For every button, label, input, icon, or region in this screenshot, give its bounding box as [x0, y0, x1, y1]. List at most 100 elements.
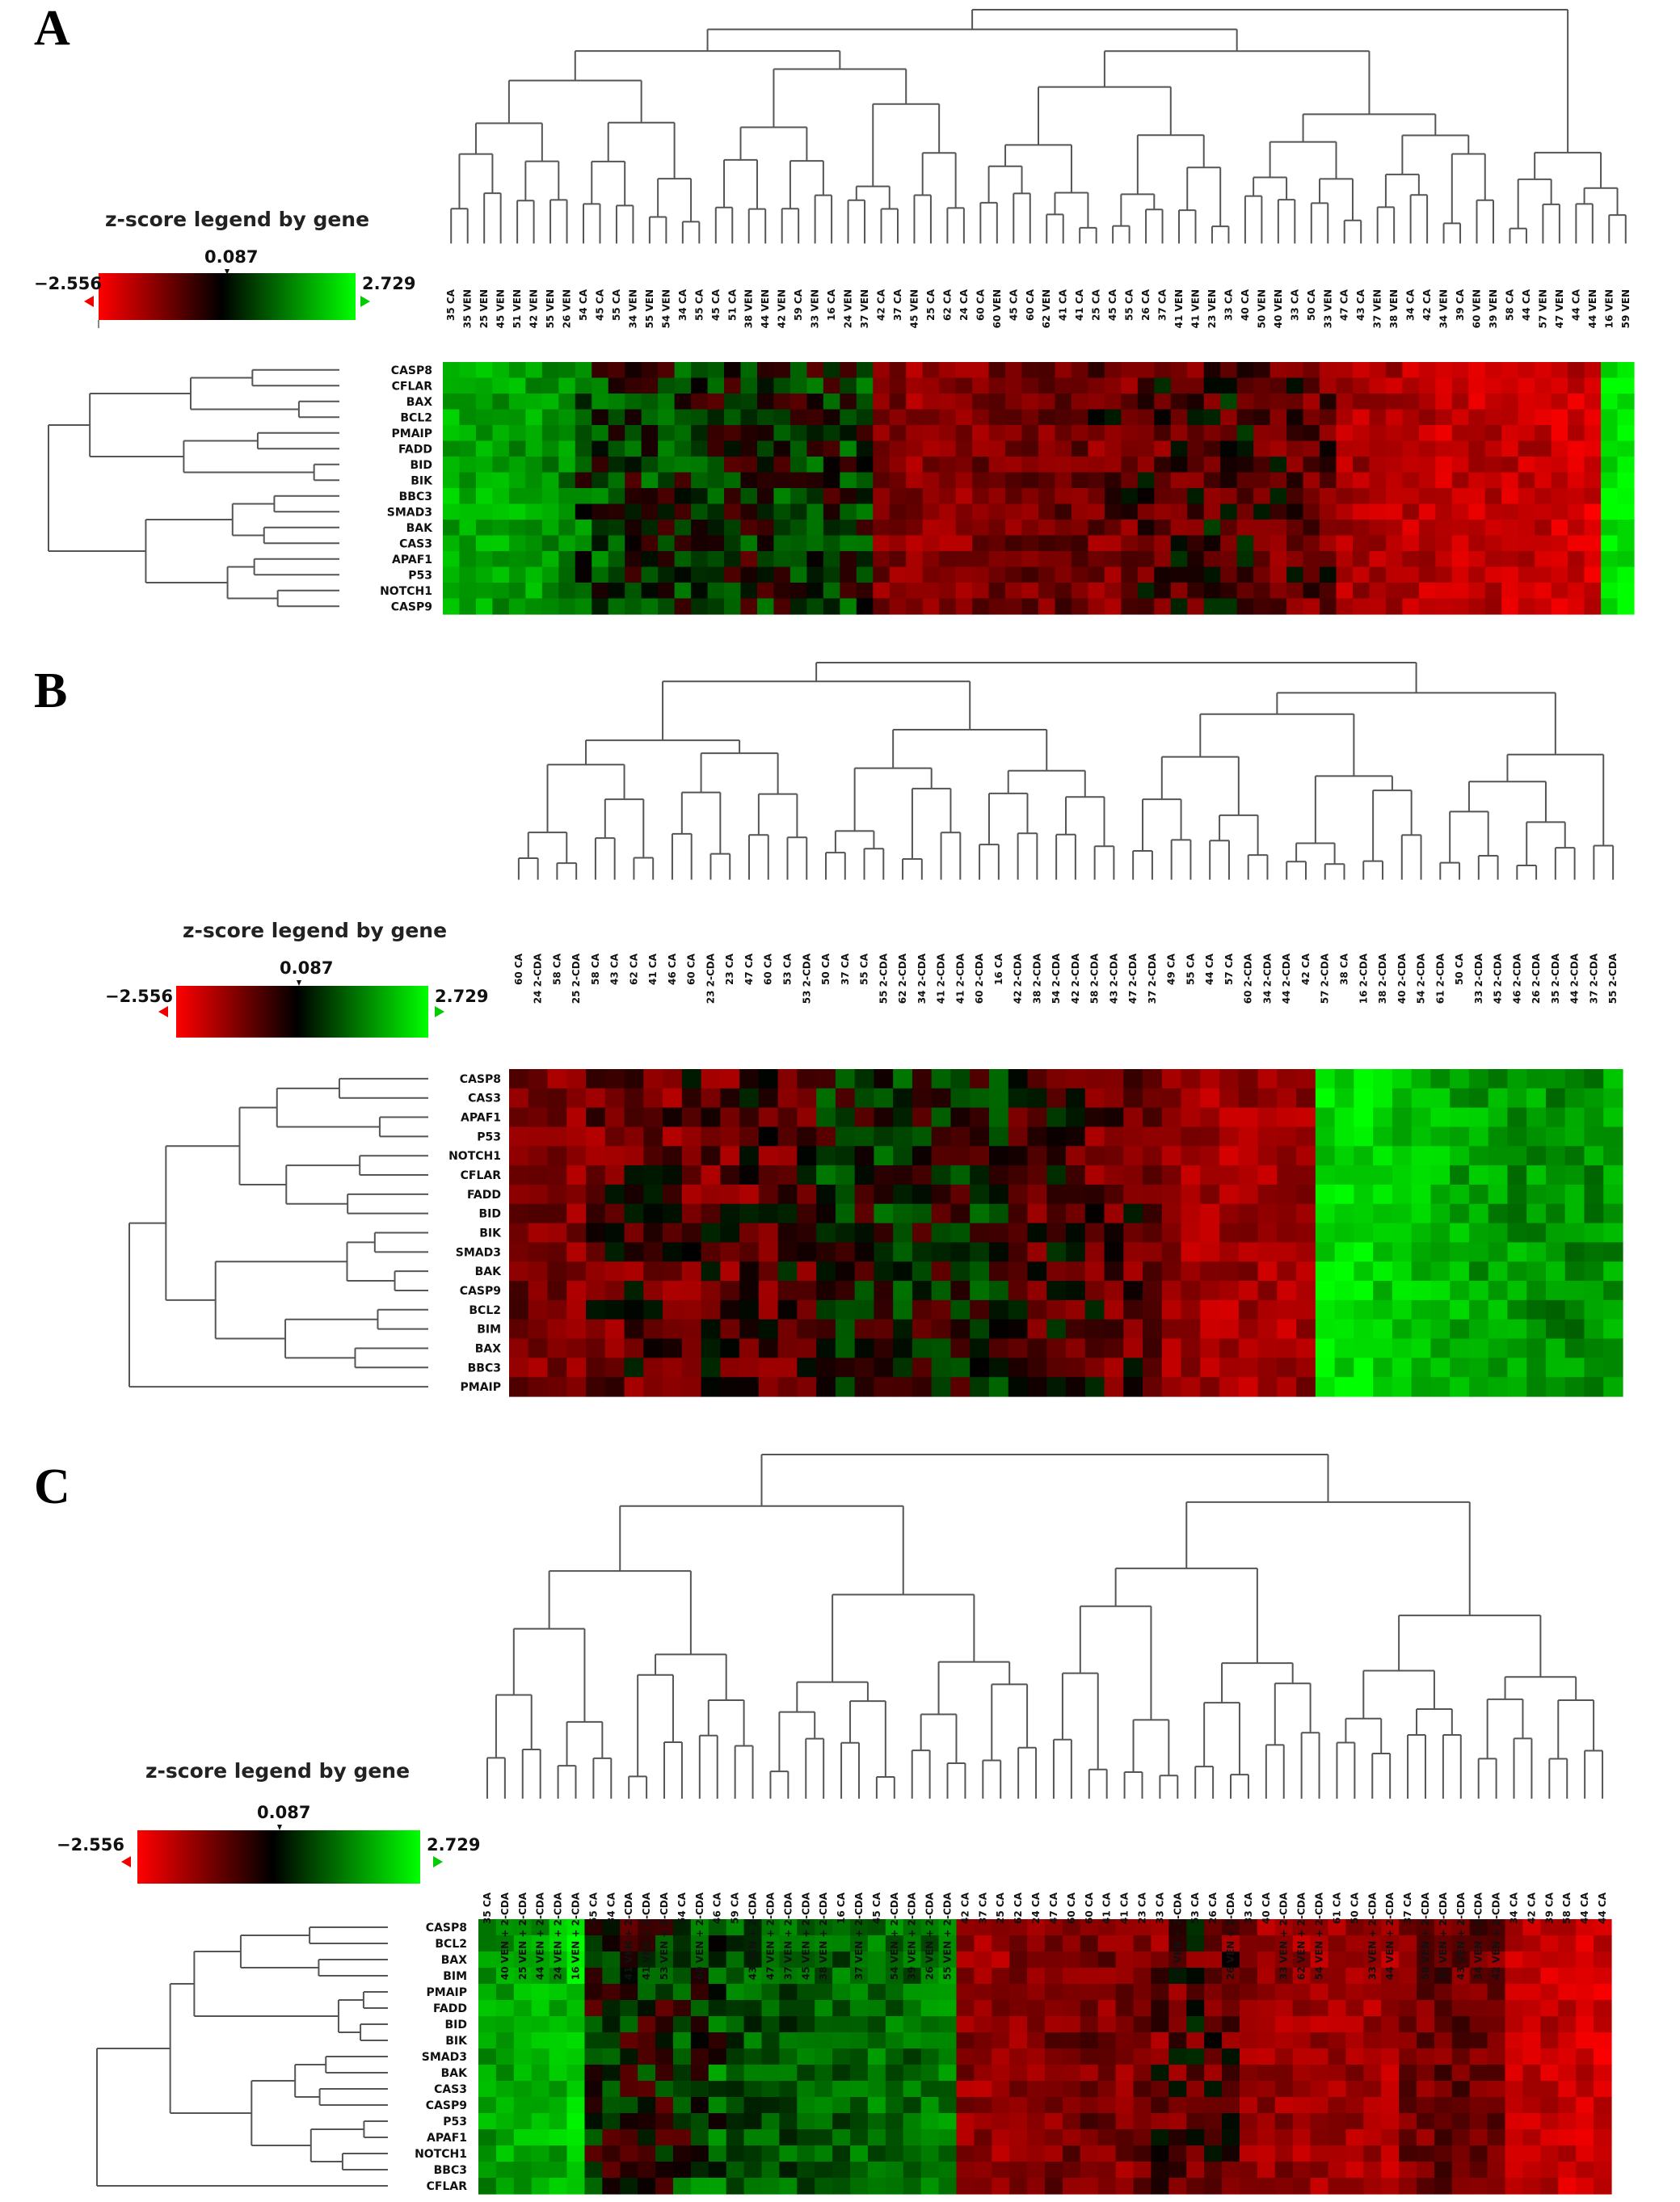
heatmap-cell	[874, 1319, 894, 1340]
heatmap-cell	[1303, 409, 1320, 426]
heatmap-cell	[970, 1107, 990, 1128]
heatmap-cell	[789, 394, 807, 411]
heatmap-cell	[1435, 425, 1453, 442]
heatmap-cell	[1381, 2145, 1400, 2162]
heatmap-cell	[1545, 1126, 1566, 1147]
heatmap-cell	[955, 394, 973, 411]
heatmap-cell	[950, 1107, 971, 1128]
heatmap-cell	[1269, 535, 1287, 552]
row-label: SMAD3	[387, 506, 432, 519]
heatmap-cell	[1411, 1069, 1432, 1089]
heatmap-cell	[1027, 1242, 1047, 1262]
heatmap-cell	[1385, 440, 1403, 457]
heatmap-cell	[1104, 488, 1122, 505]
heatmap-cell	[1399, 1984, 1417, 2001]
heatmap-cell	[1568, 488, 1585, 505]
heatmap-cell	[1186, 2129, 1205, 2146]
heatmap-cell	[1369, 503, 1387, 520]
heatmap-cell	[1292, 2113, 1312, 2130]
heatmap-cell	[922, 394, 940, 411]
heatmap-cell	[558, 394, 576, 411]
heatmap-cell	[1354, 1242, 1374, 1262]
heatmap-cell	[1352, 457, 1371, 474]
heatmap-cell	[956, 1919, 975, 1936]
heatmap-cell	[854, 1281, 875, 1301]
heatmap-cell	[708, 2016, 727, 2033]
column-label: 24 VEN	[843, 289, 854, 328]
heatmap-cell	[1310, 2032, 1329, 2049]
heatmap-cell	[478, 2000, 497, 2017]
heatmap-cell	[920, 2129, 940, 2146]
heatmap-cell	[850, 2178, 869, 2195]
column-label: 38 2-CDA	[1377, 953, 1388, 1004]
heatmap-cell	[992, 2016, 1010, 2033]
heatmap-cell	[1568, 440, 1585, 457]
heatmap-cell	[620, 2081, 638, 2098]
heatmap-cell	[1369, 520, 1387, 537]
heatmap-cell	[1236, 394, 1254, 411]
heatmap-cell	[789, 503, 807, 520]
heatmap-cell	[832, 2032, 851, 2049]
heatmap-cell	[1381, 2032, 1400, 2049]
heatmap-cell	[1204, 1968, 1223, 1985]
column-label: 42 VEN	[528, 289, 540, 328]
heatmap-cell	[620, 2178, 638, 2195]
heatmap-cell	[547, 1088, 567, 1109]
heatmap-cell	[912, 1069, 933, 1089]
heatmap-cell	[939, 425, 957, 442]
heatmap-cell	[779, 2032, 798, 2049]
heatmap-cell	[1488, 1358, 1509, 1378]
heatmap-cell	[1168, 2000, 1187, 2017]
heatmap-cell	[1009, 1935, 1028, 1952]
heatmap-cell	[815, 2048, 833, 2065]
heatmap-cell	[1151, 2065, 1169, 2082]
heatmap-cell	[1551, 551, 1568, 568]
heatmap-cell	[492, 425, 510, 442]
column-label: 16 VEN + 2-CDA	[571, 1892, 582, 1980]
heatmap-cell	[823, 440, 840, 457]
heatmap-cell	[708, 2065, 727, 2082]
column-label: 24 CA	[958, 288, 970, 321]
heatmap-cell	[1277, 1358, 1297, 1378]
heatmap-cell	[1601, 503, 1619, 520]
heatmap-cell	[906, 551, 924, 568]
heatmap-cell	[638, 2048, 656, 2065]
heatmap-cell	[558, 440, 576, 457]
column-label: 37 VEN	[1372, 289, 1383, 328]
heatmap-cell	[1469, 2097, 1488, 2114]
heatmap-cell	[1526, 1358, 1547, 1378]
heatmap-cell	[1238, 1184, 1259, 1205]
heatmap-cell	[970, 1261, 990, 1282]
heatmap-cell	[815, 2000, 833, 2017]
column-label: 25 2-CDA	[571, 953, 582, 1004]
heatmap-cell	[625, 362, 642, 379]
heatmap-cell	[1277, 1203, 1297, 1224]
heatmap-cell	[1161, 1223, 1182, 1244]
heatmap-cell	[1354, 1146, 1374, 1166]
heatmap-cell	[1617, 472, 1635, 489]
heatmap-cell	[903, 2048, 922, 2065]
heatmap-cell	[832, 2065, 851, 2082]
heatmap-cell	[1161, 1319, 1182, 1340]
heatmap-cell	[658, 520, 676, 537]
heatmap-cell	[1296, 1338, 1316, 1358]
heatmap-cell	[832, 2000, 851, 2017]
heatmap-cell	[625, 551, 642, 568]
heatmap-cell	[867, 2032, 886, 2049]
heatmap-cell	[988, 1223, 1009, 1244]
heatmap-cell	[1594, 2145, 1612, 2162]
heatmap-cell	[1170, 551, 1188, 568]
heatmap-cell	[974, 2145, 992, 2162]
heatmap-cell	[1601, 425, 1619, 442]
heatmap-cell	[541, 583, 559, 600]
heatmap-cell	[1584, 1146, 1604, 1166]
heatmap-cell	[1005, 425, 1023, 442]
heatmap-cell	[724, 440, 742, 457]
heatmap-cell	[1021, 583, 1039, 600]
heatmap-cell	[475, 520, 494, 537]
heatmap-cell	[1451, 394, 1469, 411]
heatmap-cell	[1292, 2145, 1312, 2162]
heatmap-cell	[797, 1281, 817, 1301]
heatmap-cell	[1009, 2145, 1028, 2162]
heatmap-cell	[903, 2016, 922, 2033]
